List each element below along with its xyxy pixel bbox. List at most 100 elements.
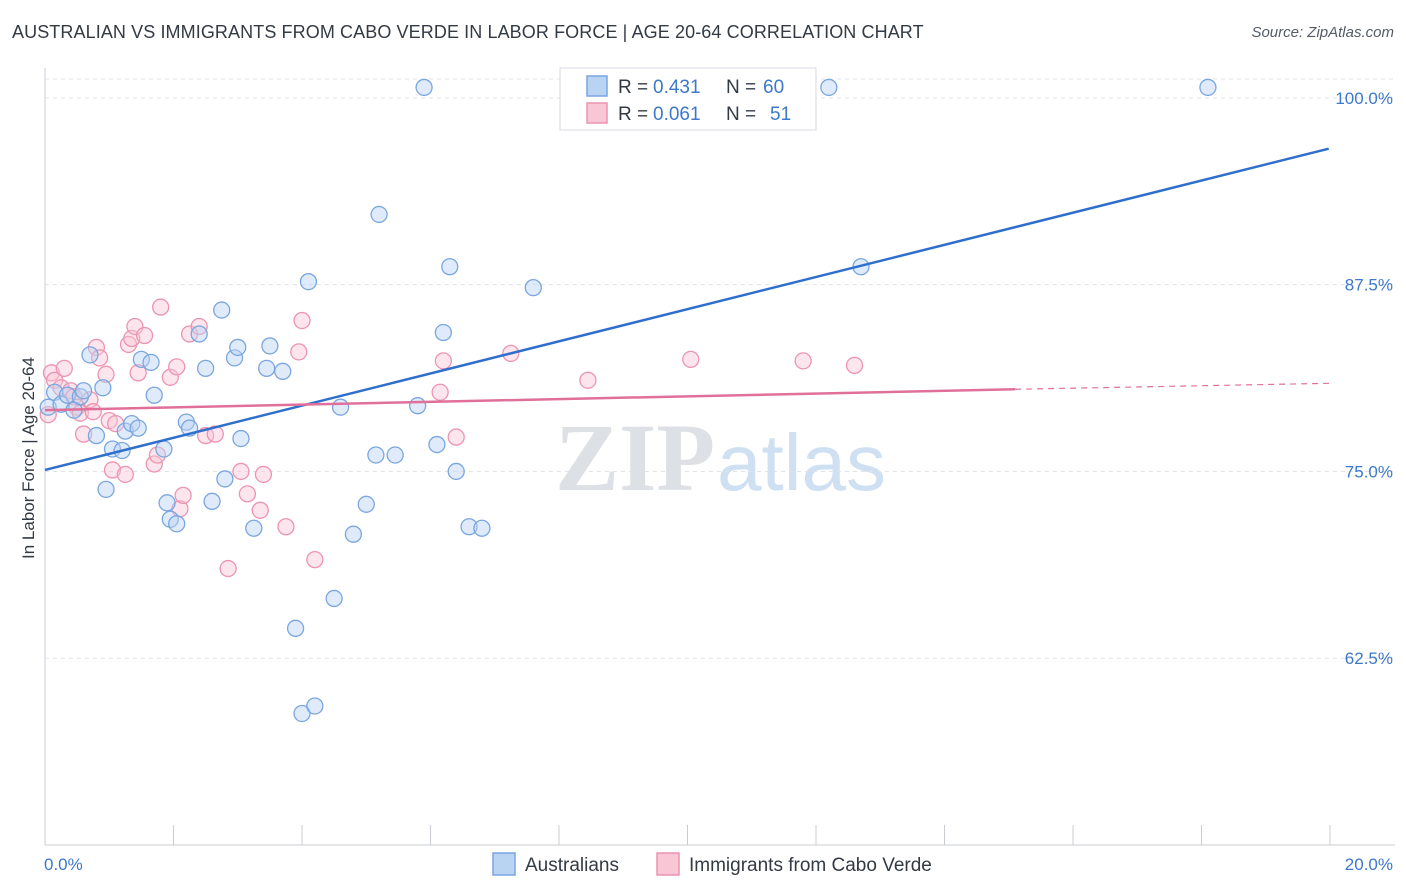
data-point-australians <box>447 462 465 481</box>
data-point-australians <box>232 429 250 448</box>
data-point-australians <box>357 495 375 513</box>
data-point-australians <box>331 398 350 416</box>
trend-line-australians <box>44 147 1330 472</box>
y-axis-title: In Labor Force | Age 20-64 <box>19 357 38 559</box>
chart-title: AUSTRALIAN VS IMMIGRANTS FROM CABO VERDE… <box>12 22 924 42</box>
bottom-legend-swatch-cabo-verde <box>656 852 680 876</box>
data-point-cabo-verde <box>135 326 154 345</box>
data-point-cabo-verde <box>145 455 163 473</box>
data-point-australians <box>190 325 208 343</box>
legend-r-label-pink: R = <box>618 104 648 125</box>
data-point-cabo-verde <box>74 425 93 443</box>
data-point-australians <box>325 589 343 608</box>
data-point-australians <box>434 323 453 342</box>
data-point-australians <box>87 426 106 445</box>
data-point-australians <box>524 279 542 297</box>
data-point-cabo-verde <box>682 350 700 369</box>
data-point-australians <box>293 704 311 723</box>
legend-n-label-pink: N = <box>726 104 756 125</box>
data-point-australians <box>367 446 385 464</box>
data-point-australians <box>820 78 838 97</box>
data-point-australians <box>245 519 263 537</box>
data-point-australians <box>441 258 459 276</box>
data-point-cabo-verde <box>116 465 134 484</box>
y-tick-label: 62.5% <box>1345 649 1393 668</box>
data-point-australians <box>81 346 99 364</box>
data-point-cabo-verde <box>103 461 122 479</box>
data-point-cabo-verde <box>238 485 257 503</box>
data-point-australians <box>261 337 279 355</box>
data-point-cabo-verde <box>251 501 269 519</box>
data-point-cabo-verde <box>161 368 179 386</box>
data-point-australians <box>142 353 160 372</box>
data-point-cabo-verde <box>794 352 812 370</box>
data-point-australians <box>155 440 173 458</box>
bottom-legend-swatch-australians <box>492 852 516 876</box>
data-point-australians <box>306 697 324 715</box>
gridlines <box>45 78 1395 659</box>
data-point-australians <box>74 382 93 400</box>
tick-labels: 62.5% 75.0% 87.5% 100.0% 0.0% 20.0% <box>44 89 1393 874</box>
watermark: ZIP atlas <box>555 404 886 511</box>
data-point-australians <box>168 515 186 533</box>
data-point-australians <box>386 446 404 464</box>
data-point-australians <box>213 301 231 319</box>
data-point-australians <box>129 419 147 437</box>
bottom-legend-cabo-verde: Immigrants from Cabo Verde <box>689 855 932 876</box>
data-point-australians <box>473 519 491 537</box>
data-point-cabo-verde <box>168 358 186 376</box>
legend-r-value-blue: 0.431 <box>653 77 701 98</box>
legend-n-value-blue: 60 <box>763 77 784 98</box>
legend-swatch-pink <box>586 102 608 124</box>
series-australians-points <box>39 78 1217 723</box>
data-point-cabo-verde <box>55 359 73 377</box>
correlation-legend: R = 0.431 N = 60 R = 0.061 N = 51 <box>559 67 817 131</box>
data-point-australians <box>196 359 215 377</box>
data-point-australians <box>203 492 221 510</box>
data-point-australians <box>428 435 446 454</box>
data-point-australians <box>344 525 363 543</box>
data-point-cabo-verde <box>148 446 167 464</box>
legend-swatch-blue <box>586 75 608 97</box>
axes <box>44 68 1395 846</box>
data-point-cabo-verde <box>290 343 308 361</box>
data-point-australians <box>460 518 478 536</box>
watermark-zip: ZIP <box>555 404 715 511</box>
data-point-cabo-verde <box>306 550 324 569</box>
bottom-legend-australians: Australians <box>525 855 619 876</box>
data-point-cabo-verde <box>84 403 102 421</box>
data-point-australians <box>415 78 433 97</box>
watermark-atlas: atlas <box>717 418 886 507</box>
data-point-australians <box>94 379 112 397</box>
data-point-australians <box>286 619 305 637</box>
x-tick-label-max: 20.0% <box>1345 855 1393 874</box>
y-tick-label: 100.0% <box>1335 89 1393 108</box>
data-point-cabo-verde <box>174 486 192 505</box>
data-point-australians <box>229 338 247 357</box>
data-point-australians <box>1199 78 1217 97</box>
trend-line-cabo-verde <box>44 388 1016 412</box>
series-legend: Australians Immigrants from Cabo Verde <box>492 852 932 876</box>
data-point-cabo-verde <box>579 371 597 389</box>
legend-n-label-blue: N = <box>726 77 756 98</box>
data-point-cabo-verde <box>90 349 109 367</box>
data-point-australians <box>258 359 276 377</box>
data-point-cabo-verde <box>277 518 295 536</box>
data-point-cabo-verde <box>447 428 465 446</box>
data-point-cabo-verde <box>219 559 237 578</box>
data-point-australians <box>408 397 427 415</box>
legend-r-label-blue: R = <box>618 77 648 98</box>
data-point-cabo-verde <box>232 462 250 481</box>
data-point-australians <box>132 350 151 369</box>
data-point-australians <box>216 470 234 488</box>
data-point-cabo-verde <box>151 298 170 316</box>
source-label: Source: ZipAtlas.com <box>1251 24 1394 41</box>
x-tick-label-min: 0.0% <box>44 855 83 874</box>
data-point-cabo-verde <box>254 465 273 484</box>
legend-r-value-pink: 0.061 <box>653 104 701 125</box>
data-point-australians <box>97 480 115 499</box>
data-point-australians <box>58 386 77 404</box>
legend-n-value-pink: 51 <box>770 104 791 125</box>
data-point-australians <box>225 349 244 367</box>
